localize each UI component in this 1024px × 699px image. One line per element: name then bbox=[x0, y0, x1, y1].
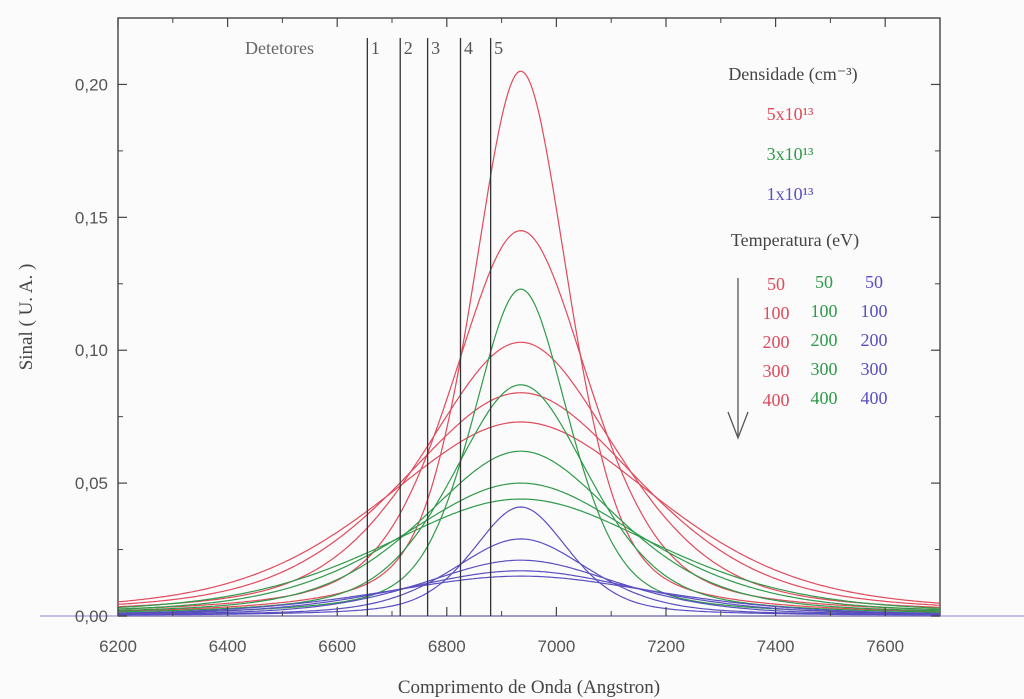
series-line-14 bbox=[118, 575, 941, 614]
x-tick-label-7000: 7000 bbox=[537, 637, 575, 656]
down-arrow-head-icon bbox=[727, 411, 749, 440]
series-line-9 bbox=[117, 498, 941, 609]
density-legend-entry-1: 3x10¹³ bbox=[767, 144, 814, 164]
x-tick-label-7600: 7600 bbox=[866, 637, 904, 656]
x-axis-ticks: 6200 6400 6600 6800 7000 7200 7400 7600 bbox=[99, 18, 904, 656]
y-tick-label-4: 0,20 bbox=[75, 75, 108, 94]
y-axis-ticks: 0,00 0,05 0,10 0,15 0,20 bbox=[75, 17, 940, 626]
temperature-legend-value: 50 bbox=[815, 272, 833, 292]
x-tick-label-6800: 6800 bbox=[428, 637, 466, 656]
series-line-1 bbox=[117, 229, 941, 611]
x-tick-label-6200: 6200 bbox=[99, 637, 137, 656]
x-axis-label: Comprimento de Onda (Angstron) bbox=[398, 677, 660, 698]
y-tick-label-2: 0,10 bbox=[75, 341, 108, 360]
temperature-legend-value: 200 bbox=[861, 330, 888, 350]
series-line-13 bbox=[118, 570, 940, 615]
temperature-legend-value: 300 bbox=[811, 359, 838, 379]
detector-label-5: 5 bbox=[494, 38, 503, 58]
temperature-legend-value: 200 bbox=[763, 332, 790, 352]
y-tick-label-3: 0,15 bbox=[75, 208, 108, 227]
series-line-3 bbox=[117, 392, 941, 606]
detector-label-1: 1 bbox=[371, 38, 380, 58]
temperature-legend-title: Temperatura (eV) bbox=[731, 230, 859, 251]
series-line-12 bbox=[118, 559, 940, 615]
series-line-2 bbox=[117, 341, 941, 608]
detector-label-2: 2 bbox=[404, 38, 413, 58]
series-line-7 bbox=[117, 450, 941, 612]
x-tick-label-6400: 6400 bbox=[209, 637, 247, 656]
x-tick-label-7200: 7200 bbox=[647, 637, 685, 656]
temperature-legend-value: 50 bbox=[767, 274, 785, 294]
density-legend-entry-2: 1x10¹³ bbox=[767, 184, 814, 204]
series-line-10 bbox=[118, 506, 940, 616]
detectors-title: Detetores bbox=[245, 38, 314, 58]
temperature-legend-value: 100 bbox=[811, 301, 838, 321]
series-line-8 bbox=[117, 482, 940, 611]
legend: Densidade (cm⁻³) 5x10¹³ 3x10¹³ 1x10¹³ Temper… bbox=[727, 64, 888, 440]
detector-label-4: 4 bbox=[464, 38, 473, 58]
y-tick-label-0: 0,00 bbox=[75, 607, 108, 626]
y-axis-label: Sinal ( U. A. ) bbox=[16, 264, 37, 371]
density-legend-entry-0: 5x10¹³ bbox=[767, 104, 814, 124]
x-tick-label-7400: 7400 bbox=[757, 637, 795, 656]
temperature-legend-value: 300 bbox=[861, 359, 888, 379]
temperature-legend-value: 100 bbox=[763, 303, 790, 323]
temperature-legend-value: 200 bbox=[811, 330, 838, 350]
temperature-legend-value: 300 bbox=[763, 361, 790, 381]
detector-label-3: 3 bbox=[431, 38, 440, 58]
x-tick-label-6600: 6600 bbox=[318, 637, 356, 656]
spectra-curves bbox=[117, 70, 941, 616]
temperature-legend-value: 400 bbox=[861, 388, 888, 408]
y-tick-label-1: 0,05 bbox=[75, 474, 108, 493]
temperature-legend-value: 400 bbox=[811, 388, 838, 408]
series-line-4 bbox=[117, 421, 941, 604]
temperature-legend-value: 50 bbox=[865, 272, 883, 292]
temperature-legend-value: 100 bbox=[861, 301, 888, 321]
series-line-6 bbox=[118, 384, 940, 613]
series-line-11 bbox=[118, 538, 940, 616]
temperature-legend-value: 400 bbox=[763, 390, 790, 410]
series-line-0 bbox=[117, 70, 941, 613]
density-legend-title: Densidade (cm⁻³) bbox=[728, 64, 857, 85]
